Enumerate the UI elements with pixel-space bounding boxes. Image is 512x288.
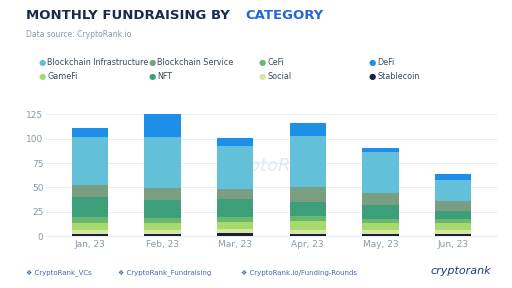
Text: ❖ CryptoRank_Fundraising: ❖ CryptoRank_Fundraising — [118, 270, 211, 276]
Text: ●: ● — [148, 72, 156, 81]
Bar — [144, 114, 181, 137]
Bar — [362, 193, 398, 205]
Text: NFT: NFT — [157, 72, 172, 81]
Bar — [289, 123, 326, 136]
Bar — [72, 197, 108, 217]
Bar — [144, 230, 181, 234]
Text: ❖ CryptoRank.io/Funding-Rounds: ❖ CryptoRank.io/Funding-Rounds — [241, 270, 357, 276]
Text: cryptorank: cryptorank — [431, 266, 492, 276]
Bar — [289, 216, 326, 221]
Bar — [217, 199, 253, 217]
Bar — [217, 190, 253, 199]
Bar — [144, 218, 181, 223]
Bar — [72, 223, 108, 230]
Bar — [72, 217, 108, 223]
Bar — [435, 180, 471, 201]
Bar — [144, 188, 181, 200]
Bar — [362, 234, 398, 236]
Bar — [435, 201, 471, 211]
Bar — [289, 234, 326, 236]
Text: CeFi: CeFi — [267, 58, 284, 67]
Text: Blockchain Service: Blockchain Service — [157, 58, 233, 67]
Bar — [217, 217, 253, 221]
Text: ●: ● — [38, 72, 46, 81]
Bar — [289, 187, 326, 202]
Bar — [362, 205, 398, 219]
Bar — [435, 211, 471, 219]
Bar — [435, 230, 471, 234]
Text: CryptoRank: CryptoRank — [219, 158, 324, 175]
Bar — [362, 219, 398, 223]
Text: Data source: CryptoRank.io: Data source: CryptoRank.io — [26, 30, 131, 39]
Text: ●: ● — [259, 58, 266, 67]
Bar — [362, 148, 398, 152]
Text: ●: ● — [148, 58, 156, 67]
Text: ●: ● — [369, 58, 376, 67]
Text: Social: Social — [267, 72, 291, 81]
Bar — [217, 221, 253, 229]
Text: ●: ● — [38, 58, 46, 67]
Text: ●: ● — [259, 72, 266, 81]
Bar — [362, 152, 398, 193]
Text: GameFi: GameFi — [47, 72, 77, 81]
Bar — [217, 229, 253, 233]
Bar — [289, 230, 326, 234]
Text: CATEGORY: CATEGORY — [245, 9, 324, 22]
Bar — [362, 230, 398, 234]
Text: ●: ● — [369, 72, 376, 81]
Bar — [72, 230, 108, 234]
Bar — [435, 174, 471, 180]
Bar — [217, 138, 253, 147]
Bar — [435, 234, 471, 236]
Bar — [144, 234, 181, 236]
Bar — [289, 221, 326, 230]
Bar — [72, 185, 108, 197]
Bar — [144, 223, 181, 230]
Bar — [435, 223, 471, 230]
Bar — [144, 200, 181, 218]
Bar — [217, 147, 253, 190]
Text: Blockchain Infrastructure: Blockchain Infrastructure — [47, 58, 148, 67]
Bar — [72, 128, 108, 137]
Bar — [217, 233, 253, 236]
Text: DeFi: DeFi — [377, 58, 395, 67]
Bar — [435, 219, 471, 223]
Bar — [289, 202, 326, 216]
Bar — [72, 234, 108, 236]
Bar — [72, 137, 108, 185]
Bar — [362, 223, 398, 230]
Text: Stablecoin: Stablecoin — [377, 72, 420, 81]
Text: ❖ CryptoRank_VCs: ❖ CryptoRank_VCs — [26, 270, 91, 276]
Text: MONTHLY FUNDRAISING BY: MONTHLY FUNDRAISING BY — [26, 9, 234, 22]
Bar — [144, 137, 181, 188]
Bar — [289, 136, 326, 187]
